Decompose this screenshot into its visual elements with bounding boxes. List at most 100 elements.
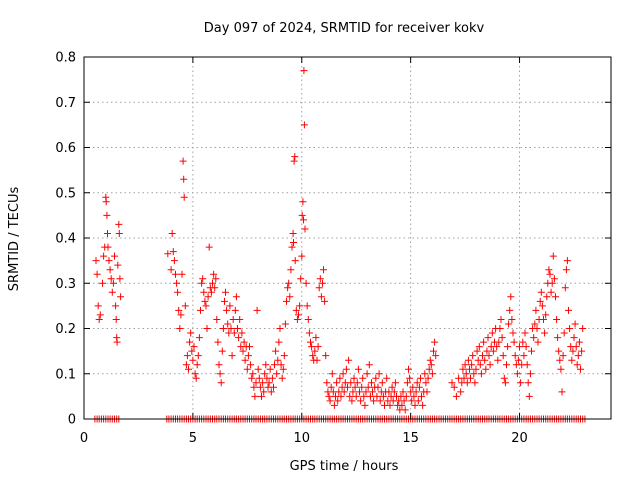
data-point (265, 379, 273, 387)
data-point (252, 379, 260, 387)
data-point (238, 329, 246, 337)
data-point (506, 306, 514, 314)
data-point (115, 230, 123, 237)
data-point (563, 257, 571, 265)
data-point (358, 383, 366, 391)
data-point (511, 352, 519, 360)
data-point (571, 320, 579, 328)
data-point (557, 365, 565, 373)
data-point (211, 284, 219, 292)
data-point (369, 388, 376, 396)
data-point (334, 397, 342, 405)
data-point (114, 261, 122, 269)
data-point (340, 388, 348, 396)
data-point (475, 343, 483, 351)
data-point (243, 365, 251, 373)
data-point (350, 374, 358, 382)
data-point (472, 365, 480, 373)
data-point (222, 288, 229, 296)
data-point (370, 397, 378, 405)
data-point (186, 338, 194, 346)
data-point (195, 334, 203, 342)
data-point (199, 275, 207, 283)
data-point (226, 302, 234, 310)
data-point (471, 379, 479, 387)
data-point (326, 397, 334, 405)
data-point (373, 392, 381, 400)
data-point (427, 361, 435, 369)
data-point (348, 397, 356, 405)
data-point (92, 257, 100, 265)
data-point (336, 374, 344, 382)
data-point (315, 284, 323, 292)
data-point (495, 338, 503, 346)
data-point (288, 243, 296, 251)
data-point (103, 211, 111, 219)
data-point (402, 392, 410, 400)
data-point (291, 153, 299, 161)
data-point (112, 316, 120, 323)
axes: 0 0.1 0.2 0.3 0.4 0.5 0.6 0.7 0.8 0 5 10 15 20 (55, 51, 612, 446)
data-point (314, 343, 322, 351)
data-point (180, 175, 188, 183)
data-point (232, 293, 240, 301)
data-point (274, 356, 282, 364)
data-point (204, 293, 212, 301)
data-point (423, 388, 431, 396)
data-point (552, 293, 559, 301)
data-point (365, 361, 373, 369)
x-tick-label: 20 (511, 431, 528, 446)
data-point (516, 343, 523, 351)
data-point (366, 392, 374, 400)
data-point (188, 347, 196, 355)
data-point (562, 266, 570, 274)
data-point (485, 352, 493, 360)
data-point (271, 361, 278, 369)
chart-title: Day 097 of 2024, SRMTID for receiver kok… (204, 21, 485, 36)
data-point (95, 316, 103, 323)
data-point (292, 306, 300, 314)
data-point (428, 370, 436, 378)
data-point (344, 383, 351, 391)
data-point (461, 361, 469, 369)
data-point (519, 338, 527, 346)
y-tick-label: 0.6 (55, 141, 76, 156)
data-point (256, 383, 264, 391)
data-point (484, 334, 492, 342)
data-point (401, 406, 409, 414)
y-axis-label: SRMTID / TECUs (7, 187, 22, 292)
data-point (496, 325, 504, 332)
data-point (572, 343, 580, 351)
data-point (197, 306, 204, 314)
data-point (448, 379, 456, 387)
data-point (275, 338, 283, 346)
data-point (246, 343, 253, 351)
data-point (536, 297, 544, 305)
data-point (185, 365, 192, 373)
data-point (541, 329, 549, 337)
y-tick-label: 0.5 (55, 186, 76, 201)
data-point (266, 365, 274, 373)
data-point (357, 397, 365, 405)
data-point (339, 370, 347, 378)
data-point (312, 334, 320, 342)
data-point (578, 347, 586, 355)
data-point (507, 293, 515, 301)
data-point (470, 370, 478, 378)
data-point (200, 288, 208, 296)
data-point (201, 297, 209, 305)
data-point (346, 392, 354, 400)
data-point (194, 352, 202, 360)
data-point (525, 392, 533, 400)
data-point (426, 356, 434, 364)
data-point (316, 275, 324, 283)
data-point (349, 388, 357, 396)
data-point (176, 325, 184, 332)
data-point (193, 361, 201, 369)
data-point (181, 302, 189, 310)
y-tick-label: 0.1 (55, 367, 76, 382)
x-tick-label: 0 (80, 431, 88, 446)
data-point (235, 334, 243, 342)
data-point (175, 306, 183, 314)
data-point (537, 288, 545, 296)
